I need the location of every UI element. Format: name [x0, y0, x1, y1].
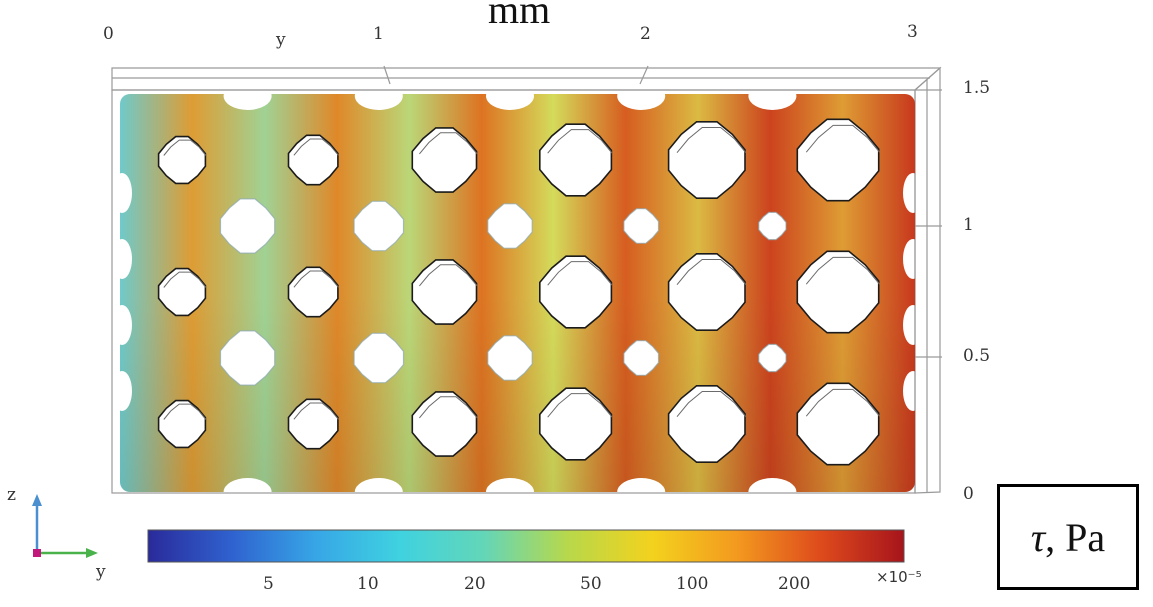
pore-hole	[219, 198, 276, 254]
colorbar-tick-200: 200	[778, 574, 811, 594]
colorbar-tick-50: 50	[580, 574, 602, 594]
pore-hole	[411, 259, 478, 325]
pore-hole	[487, 335, 533, 381]
pore-hole	[758, 211, 787, 241]
pore-hole	[353, 332, 405, 384]
pore-hole	[287, 398, 339, 450]
triad-z-label: z	[7, 485, 16, 505]
triad-y-label: y	[96, 562, 106, 582]
triad-origin	[33, 549, 41, 557]
pore-hole	[157, 135, 207, 185]
top-axis-tick-2: 2	[640, 24, 651, 44]
hole-outlines	[157, 118, 880, 466]
pore-hole	[157, 267, 207, 317]
colorbar-tick-20: 20	[464, 574, 486, 594]
pore-hole	[487, 203, 533, 249]
right-axis-tick-0-5: 0.5	[963, 346, 991, 366]
pore-hole	[538, 255, 613, 329]
quantity-symbol: τ	[1030, 514, 1046, 560]
pore-hole	[353, 200, 405, 252]
pore-hole	[623, 340, 660, 376]
colorbar-tick-10: 10	[357, 574, 379, 594]
pore-hole	[411, 391, 478, 457]
pore-hole	[157, 399, 207, 449]
top-axis-tick-3: 3	[907, 22, 918, 42]
right-axis-tick-0: 0	[963, 484, 974, 504]
pore-hole	[796, 118, 880, 202]
top-axis-tick-0: 0	[103, 24, 114, 44]
pore-hole	[219, 330, 276, 386]
pore-hole	[623, 208, 660, 244]
colorbar-tick-100: 100	[676, 574, 709, 594]
pore-hole	[758, 343, 787, 373]
top-axis-letter: y	[276, 30, 286, 50]
pore-hole	[667, 121, 747, 199]
pore-hole	[796, 382, 880, 466]
axis-triad	[32, 494, 98, 558]
scaffold-body	[120, 94, 915, 492]
quantity-legend-box: τ, Pa	[997, 484, 1139, 590]
pore-hole	[287, 134, 339, 186]
pore-hole	[538, 123, 613, 197]
right-axis-tick-1: 1	[963, 215, 974, 235]
right-axis-tick-1-5: 1.5	[963, 78, 991, 98]
colorbar	[147, 529, 905, 563]
colorbar-scale-label: ×10⁻⁵	[876, 568, 922, 586]
pore-hole	[538, 387, 613, 461]
top-axis-tick-1: 1	[373, 24, 384, 44]
pore-hole	[287, 266, 339, 318]
colorbar-tick-5: 5	[263, 574, 274, 594]
pore-hole	[796, 250, 880, 334]
quantity-unit: , Pa	[1045, 514, 1106, 560]
pore-hole	[667, 384, 747, 464]
right-axis-ticks	[915, 89, 942, 358]
unit-label: mm	[488, 0, 551, 32]
pore-hole	[411, 127, 478, 193]
pore-hole	[667, 253, 747, 332]
